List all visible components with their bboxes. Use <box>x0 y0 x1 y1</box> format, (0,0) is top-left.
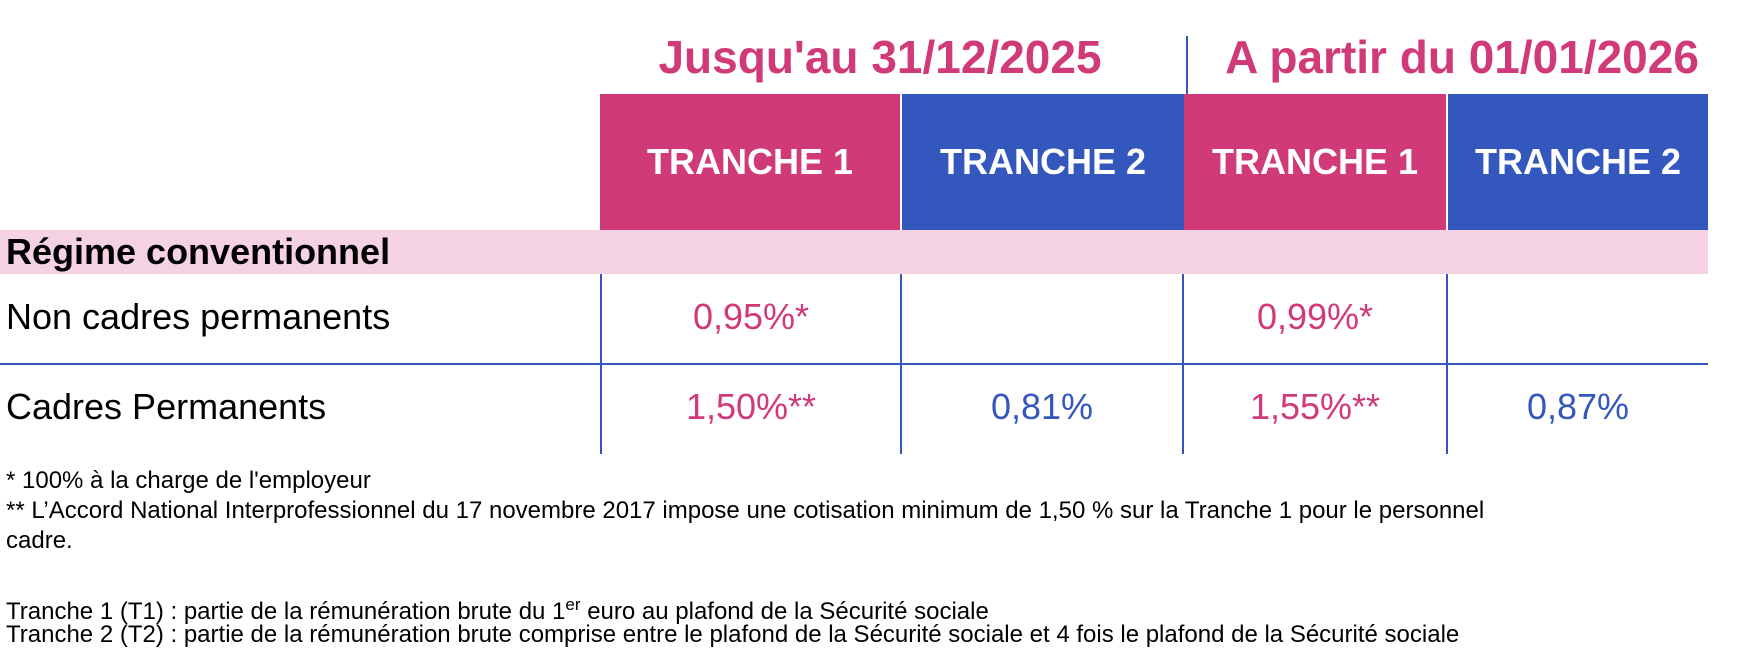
definition-tranche1-sup: er <box>565 595 581 614</box>
cell-non-cadres-t1-from: 0,99%* <box>1256 296 1374 337</box>
column-header-tranche2-until: TRANCHE 2 <box>902 94 1184 230</box>
section-band <box>0 230 1708 274</box>
column-header-tranche1-until: TRANCHE 1 <box>600 94 900 230</box>
row-label-non-cadres: Non cadres permanents <box>6 296 391 337</box>
definition-tranche1-prefix: Tranche 1 (T1) : partie de la rémunérati… <box>6 598 566 625</box>
column-header-tranche1-from: TRANCHE 1 <box>1184 94 1446 230</box>
section-title: Régime conventionnel <box>6 231 391 272</box>
footnote-employer: * 100% à la charge de l'employeur <box>6 467 371 494</box>
cell-cadres-t1-from: 1,55%** <box>1249 386 1381 427</box>
period-header-from: A partir du 01/01/2026 <box>1225 31 1699 83</box>
footnote-ani-line2: cadre. <box>6 527 73 554</box>
cell-cadres-t1-until: 1,50%** <box>685 386 817 427</box>
definition-tranche1: Tranche 1 (T1) : partie de la rémunérati… <box>6 590 989 627</box>
definition-tranche1-suffix: euro au plafond de la Sécurité sociale <box>580 598 989 625</box>
footnote-ani-line1: ** L’Accord National Interprofessionnel … <box>6 497 1485 524</box>
row-label-cadres: Cadres Permanents <box>6 386 327 427</box>
cell-cadres-t2-from: 0,87% <box>1526 386 1630 427</box>
definition-tranche2: Tranche 2 (T2) : partie de la rémunérati… <box>6 621 1460 648</box>
row-divider <box>0 363 1708 365</box>
period-divider <box>1186 36 1188 94</box>
cell-cadres-t2-until: 0,81% <box>990 386 1094 427</box>
cell-non-cadres-t1-until: 0,95%* <box>692 296 810 337</box>
column-header-tranche2-from: TRANCHE 2 <box>1448 94 1708 230</box>
period-header-until: Jusqu'au 31/12/2025 <box>658 31 1102 83</box>
